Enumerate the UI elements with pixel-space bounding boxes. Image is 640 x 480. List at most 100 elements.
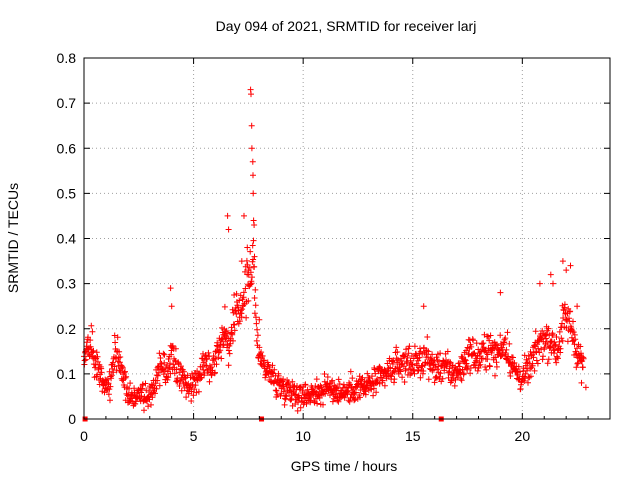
data-point [552, 341, 559, 348]
data-point [418, 363, 425, 370]
data-point [167, 360, 173, 367]
data-point [510, 354, 516, 361]
data-point [122, 374, 129, 381]
data-point [541, 344, 548, 351]
data-point [83, 339, 90, 346]
data-point [353, 384, 360, 391]
data-point [408, 361, 415, 368]
data-point [484, 351, 491, 358]
data-point [225, 226, 232, 233]
data-point [253, 314, 259, 321]
data-point [116, 359, 123, 366]
data-point [252, 302, 259, 309]
data-point [521, 352, 528, 359]
data-point [372, 370, 379, 377]
data-point [157, 355, 164, 361]
data-point [110, 369, 117, 376]
data-point [154, 364, 161, 371]
data-point [275, 372, 282, 379]
data-point [502, 335, 509, 342]
data-point [249, 274, 255, 281]
data-point [245, 297, 252, 304]
data-point [535, 345, 542, 352]
data-point [168, 303, 175, 310]
data-point [158, 360, 165, 367]
data-point [312, 383, 319, 390]
data-point [553, 334, 560, 340]
data-point [206, 378, 213, 385]
data-point [244, 244, 251, 251]
data-point [483, 366, 490, 373]
data-point [254, 326, 261, 333]
data-point [149, 394, 156, 401]
data-point [463, 347, 470, 354]
data-point [313, 376, 320, 383]
data-point [250, 256, 257, 263]
data-point [536, 349, 543, 356]
data-point [160, 350, 167, 357]
data-point [502, 350, 509, 356]
data-point [447, 359, 454, 366]
data-point [456, 363, 463, 370]
data-point [198, 374, 205, 381]
x-axis: 0 5 10 15 20 [80, 58, 589, 444]
data-point [505, 353, 512, 360]
data-point [200, 359, 207, 366]
data-point [451, 382, 458, 389]
data-point [148, 401, 154, 408]
y-tick-label: 0.8 [57, 50, 77, 66]
data-point [111, 363, 118, 370]
data-point [283, 393, 290, 400]
data-point [229, 331, 236, 338]
data-point [394, 349, 401, 355]
data-point [165, 365, 172, 372]
data-point [567, 308, 574, 315]
data-point [161, 351, 168, 358]
data-point [346, 398, 353, 405]
data-point [164, 376, 171, 383]
data-point [269, 362, 276, 369]
data-point [94, 353, 101, 360]
data-point [497, 332, 504, 339]
data-point [248, 145, 255, 152]
data-point [369, 373, 375, 380]
data-point [225, 362, 232, 369]
data-point [329, 398, 336, 405]
data-point [109, 359, 116, 366]
data-point [88, 322, 95, 329]
data-point [528, 364, 535, 371]
data-point [253, 320, 260, 327]
data-point [416, 354, 423, 361]
data-point [238, 314, 245, 321]
data-point [314, 400, 321, 407]
data-point [575, 359, 582, 366]
data-point [525, 379, 531, 386]
data-point [362, 391, 369, 398]
data-point [116, 348, 123, 355]
x-tick-label: 10 [295, 428, 311, 444]
data-point [248, 122, 255, 129]
data-point [555, 355, 561, 362]
data-point [90, 347, 97, 354]
data-point [370, 392, 377, 399]
data-point [381, 382, 388, 389]
data-point [486, 337, 493, 344]
data-point [468, 343, 475, 350]
data-point [192, 382, 199, 389]
data-point [407, 357, 414, 364]
data-point [531, 342, 538, 349]
data-point [497, 289, 504, 296]
data-point [173, 366, 180, 373]
data-point [434, 357, 441, 364]
data-point [559, 258, 566, 265]
data-point [127, 380, 134, 387]
y-axis: 0 0.1 0.2 0.3 0.4 0.5 0.6 0.7 0.8 [57, 50, 610, 427]
data-point [280, 376, 287, 383]
data-point [487, 332, 494, 339]
data-point [240, 289, 247, 296]
data-point [347, 368, 354, 375]
data-point [437, 370, 444, 377]
data-point [359, 374, 366, 381]
data-point [464, 366, 471, 373]
data-point [271, 366, 278, 373]
